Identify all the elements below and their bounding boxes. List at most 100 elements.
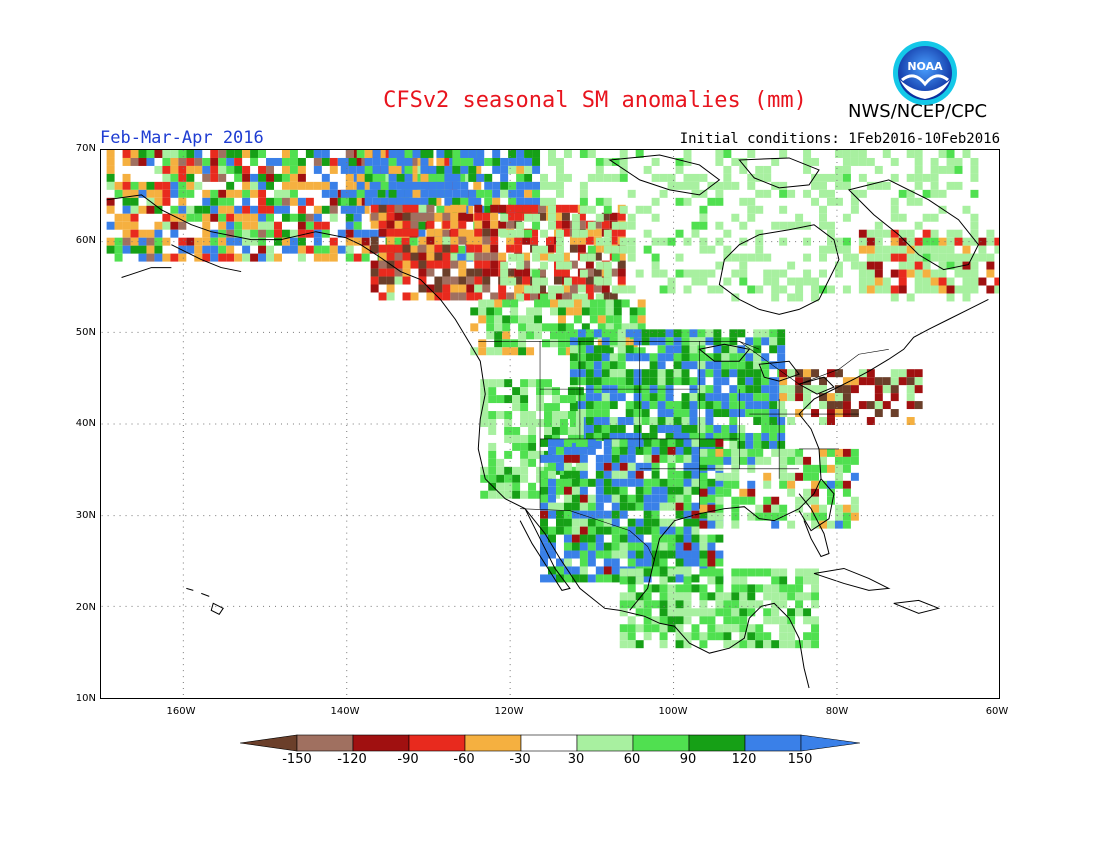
anomaly-cell	[874, 393, 883, 402]
anomaly-cell	[418, 276, 427, 285]
anomaly-cell	[914, 401, 923, 410]
anomaly-cell	[683, 526, 692, 535]
anomaly-cell	[858, 269, 867, 278]
anomaly-cell	[218, 205, 227, 214]
anomaly-cell	[484, 173, 493, 182]
anomaly-cell	[665, 345, 674, 354]
anomaly-cell	[555, 502, 564, 511]
anomaly-cell	[551, 419, 560, 427]
anomaly-cell	[721, 432, 730, 441]
anomaly-cell	[470, 307, 479, 316]
anomaly-cell	[699, 608, 708, 617]
anomaly-cell	[587, 542, 596, 551]
anomaly-cell	[106, 150, 115, 158]
anomaly-cell	[603, 518, 612, 527]
anomaly-cell	[186, 173, 195, 182]
anomaly-cell	[587, 245, 596, 254]
anomaly-cell	[587, 205, 596, 214]
anomaly-cell	[787, 520, 796, 529]
anomaly-cell	[946, 253, 955, 262]
anomaly-cell	[434, 284, 443, 293]
anomaly-cell	[705, 432, 714, 441]
anomaly-cell	[675, 566, 684, 575]
anomaly-cell	[500, 173, 509, 182]
anomaly-cell	[444, 189, 453, 198]
anomaly-cell	[480, 419, 489, 427]
anomaly-cell	[417, 229, 426, 238]
anomaly-cell	[643, 502, 652, 511]
anomaly-cell	[402, 228, 411, 237]
anomaly-cell	[922, 269, 931, 278]
anomaly-cell	[962, 205, 971, 214]
anomaly-cell	[914, 369, 923, 378]
anomaly-cell	[585, 401, 594, 410]
anomaly-cell	[388, 197, 397, 206]
anomaly-cell	[681, 361, 690, 370]
anomaly-cell	[597, 315, 606, 324]
anomaly-cell	[826, 393, 835, 402]
anomaly-cell	[699, 592, 708, 601]
anomaly-cell	[914, 285, 923, 294]
anomaly-cell	[763, 640, 772, 649]
anomaly-cell	[412, 197, 421, 206]
anomaly-cell	[675, 608, 684, 617]
anomaly-cell	[667, 616, 676, 625]
anomaly-cell	[619, 438, 628, 447]
anomaly-cell	[542, 323, 550, 332]
anomaly-cell	[114, 253, 123, 262]
anomaly-cell	[218, 221, 227, 230]
anomaly-cell	[771, 640, 780, 649]
anomaly-cell	[258, 189, 267, 198]
anomaly-cell	[811, 576, 820, 585]
anomaly-cell	[627, 189, 636, 198]
anomaly-cell	[106, 197, 115, 206]
anomaly-cell	[546, 244, 554, 253]
anomaly-cell	[819, 401, 827, 410]
anomaly-cell	[353, 157, 362, 166]
anomaly-cell	[372, 150, 381, 158]
anomaly-cell	[202, 205, 211, 214]
anomaly-cell	[643, 592, 652, 601]
anomaly-cell	[138, 245, 147, 254]
anomaly-cell	[731, 624, 740, 633]
anomaly-cell	[811, 632, 820, 641]
anomaly-cell	[226, 150, 235, 158]
anomaly-cell	[450, 244, 459, 253]
anomaly-cell	[683, 446, 692, 455]
anomaly-cell	[819, 504, 827, 513]
anomaly-cell	[882, 377, 891, 386]
anomaly-cell	[914, 261, 923, 270]
anomaly-cell	[834, 520, 843, 529]
anomaly-cell	[380, 157, 389, 166]
anomaly-cell	[601, 292, 610, 301]
anomaly-cell	[673, 329, 682, 338]
anomaly-cell	[874, 285, 883, 294]
anomaly-cell	[611, 558, 620, 567]
anomaly-cell	[502, 323, 511, 332]
anomaly-cell	[154, 150, 163, 158]
anomaly-cell	[611, 502, 620, 511]
anomaly-cell	[589, 315, 598, 324]
anomaly-cell	[890, 229, 899, 238]
anomaly-cell	[611, 157, 620, 166]
anomaly-cell	[914, 377, 923, 386]
anomaly-cell	[242, 189, 251, 198]
anomaly-cell	[585, 424, 594, 433]
anomaly-cell	[715, 478, 724, 487]
anomaly-cell	[994, 277, 999, 286]
anomaly-cell	[657, 424, 666, 433]
anomaly-cell	[555, 165, 564, 174]
anomaly-cell	[587, 526, 596, 535]
anomaly-cell	[938, 165, 947, 174]
anomaly-cell	[713, 361, 722, 370]
anomaly-cell	[659, 526, 668, 535]
anomaly-cell	[747, 592, 756, 601]
anomaly-cell	[803, 568, 812, 577]
anomaly-cell	[659, 446, 668, 455]
anomaly-cell	[755, 456, 764, 465]
anomaly-cell	[619, 494, 628, 503]
anomaly-cell	[978, 237, 987, 246]
anomaly-cell	[577, 236, 586, 245]
anomaly-cell	[755, 173, 764, 182]
anomaly-cell	[394, 228, 403, 237]
